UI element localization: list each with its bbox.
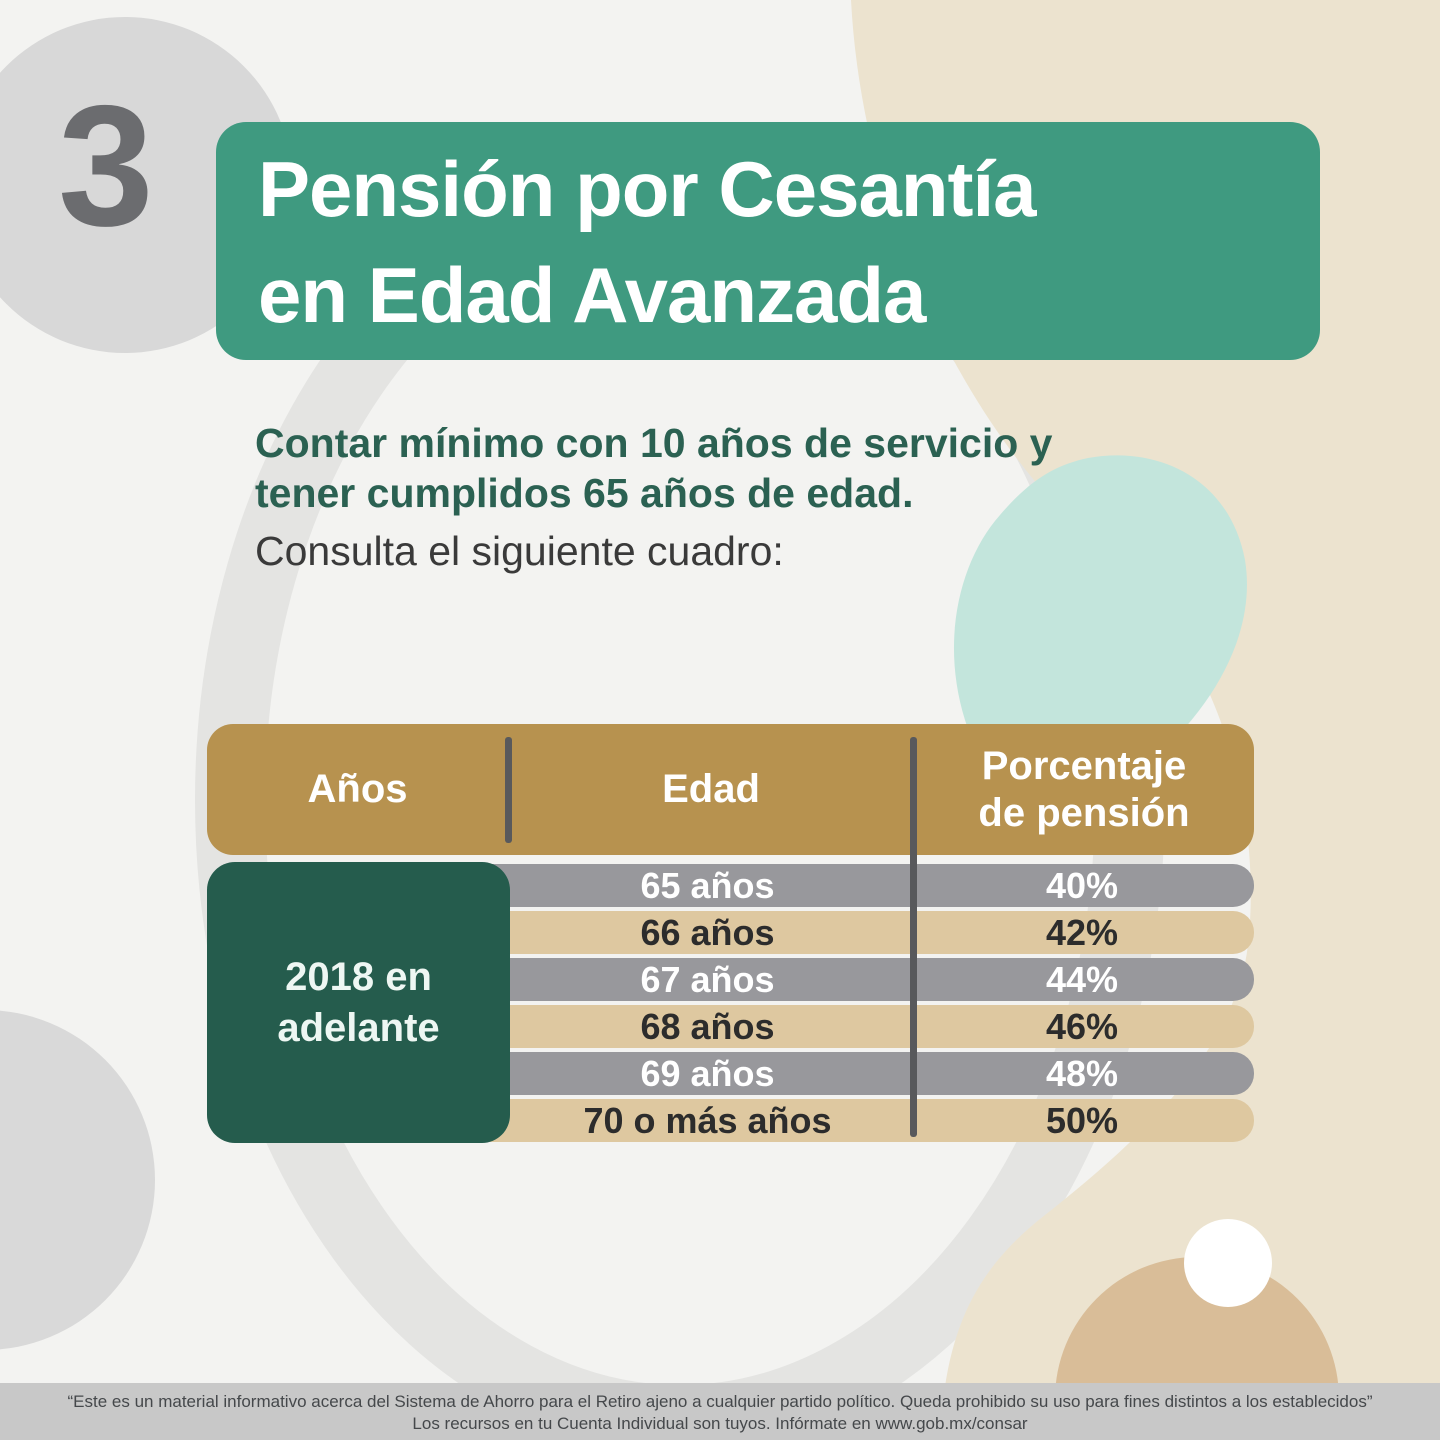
table-row: 67 años 44% <box>468 958 1254 1001</box>
footer-info-line: Los recursos en tu Cuenta Individual son… <box>412 1414 1028 1433</box>
requirement-line-2: tener cumplidos 65 años de edad. <box>255 470 914 516</box>
white-circle-bottom-right <box>1184 1219 1272 1307</box>
age-cell: 67 años <box>640 958 775 1000</box>
age-cell: 65 años <box>640 864 775 906</box>
header-porcentaje-line-1: Porcentaje <box>981 743 1187 788</box>
header-anos: Años <box>307 767 408 811</box>
intro-text: Contar mínimo con 10 años de servicio y … <box>255 418 1052 576</box>
table-header: Años Edad Porcentaje de pensión <box>207 724 1254 855</box>
percent-cell: 46% <box>1045 1005 1119 1047</box>
percent-cell: 44% <box>1045 958 1119 1000</box>
see-table-line: Consulta el siguiente cuadro: <box>255 528 784 574</box>
table-row: 69 años 48% <box>468 1052 1254 1095</box>
years-cell-line-2: adelante <box>277 1005 440 1050</box>
teal-drop-blob <box>953 455 1247 804</box>
column-divider-2 <box>910 737 917 1137</box>
percent-cell: 48% <box>1045 1052 1119 1094</box>
header-porcentaje-line-2: de pensión <box>978 790 1190 835</box>
years-cell: 2018 en adelante <box>207 862 510 1143</box>
percent-cell: 42% <box>1045 911 1119 953</box>
step-number: 3 <box>58 70 154 262</box>
age-cell: 68 años <box>640 1005 775 1047</box>
header-edad: Edad <box>662 767 760 811</box>
table-row: 65 años 40% <box>468 864 1254 907</box>
column-divider-1 <box>505 737 512 843</box>
table-row: 68 años 46% <box>468 1005 1254 1048</box>
footer-disclaimer: “Este es un material informativo acerca … <box>67 1392 1373 1411</box>
footer-band: “Este es un material informativo acerca … <box>0 1383 1440 1440</box>
percent-cell: 40% <box>1045 864 1119 906</box>
title-line-1: Pensión por Cesantía <box>258 145 1037 233</box>
table-row: 66 años 42% <box>468 911 1254 954</box>
years-cell-line-1: 2018 en <box>285 954 432 999</box>
title-line-2: en Edad Avanzada <box>258 251 926 339</box>
age-cell: 69 años <box>640 1052 775 1094</box>
beige-blob <box>851 0 1440 1440</box>
age-cell: 66 años <box>640 911 775 953</box>
title-banner: Pensión por Cesantía en Edad Avanzada <box>216 122 1320 360</box>
header-porcentaje: Porcentaje de pensión <box>914 724 1254 855</box>
age-cell: 70 o más años <box>583 1099 832 1141</box>
percent-cell: 50% <box>1045 1099 1119 1141</box>
requirement-line-1: Contar mínimo con 10 años de servicio y <box>255 420 1053 466</box>
table-row: 70 o más años 50% <box>468 1099 1254 1142</box>
